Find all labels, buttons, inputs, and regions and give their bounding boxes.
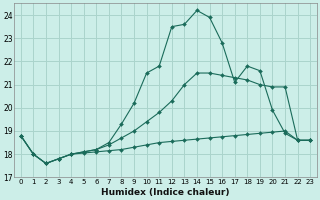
X-axis label: Humidex (Indice chaleur): Humidex (Indice chaleur) [101,188,230,197]
